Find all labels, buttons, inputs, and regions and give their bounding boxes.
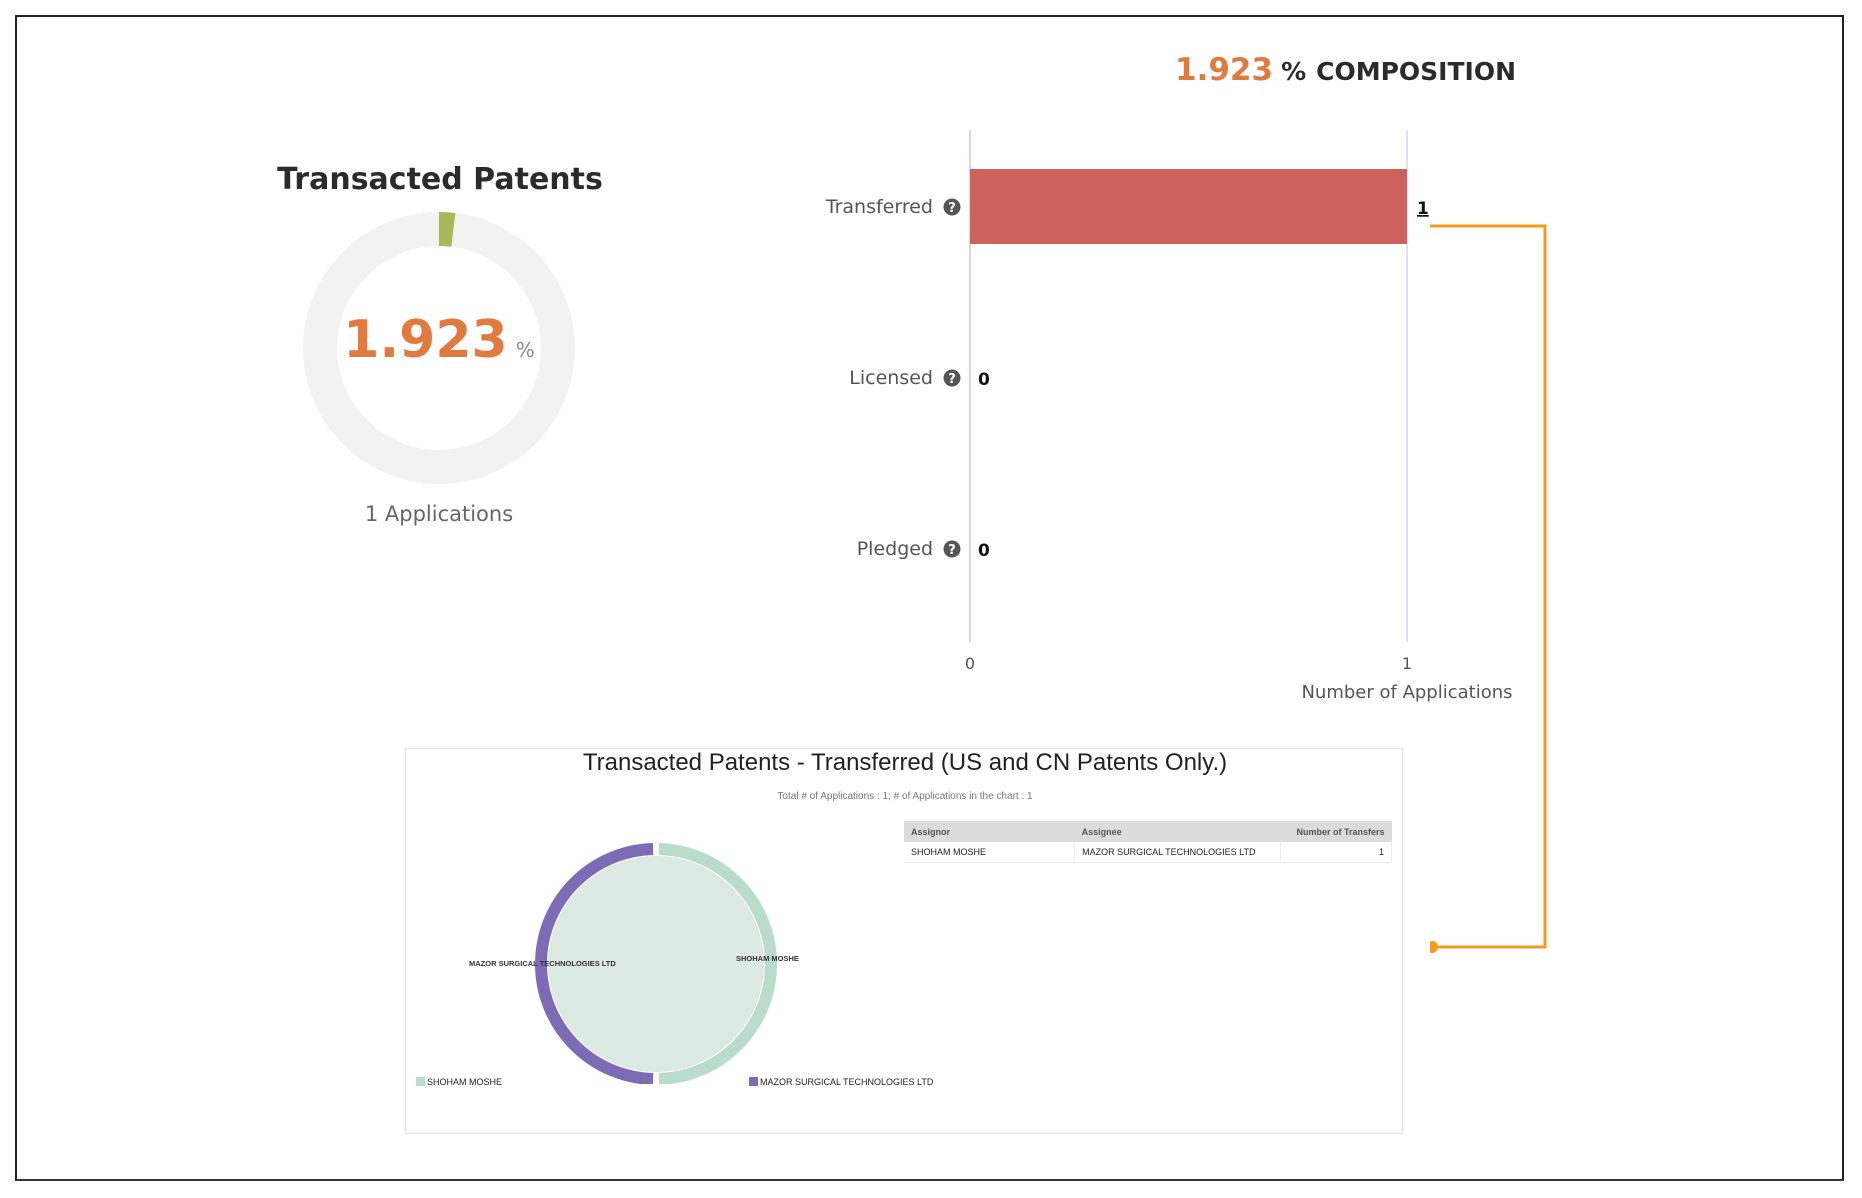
connector-end-dot xyxy=(1430,941,1438,953)
question-circle-icon[interactable]: ? xyxy=(943,369,961,388)
header-assignor[interactable]: Assignor xyxy=(904,821,1075,842)
header-number-of-transfers[interactable]: Number of Transfers xyxy=(1280,821,1392,842)
donut-value-arc xyxy=(438,212,456,247)
donut-applications-label: 1 Applications xyxy=(364,502,514,526)
category-label-pledged: Pledged xyxy=(857,538,933,560)
panel-subtitle: Total # of Applications : 1; # of Applic… xyxy=(777,791,1033,802)
donut-percent: 1.923 xyxy=(343,310,508,370)
legend-item[interactable]: SHOHAM MOSHE xyxy=(416,1077,502,1087)
cell-assignee: MAZOR SURGICAL TECHNOLOGIES LTD xyxy=(1074,842,1281,863)
legend-swatch xyxy=(416,1077,425,1086)
panel-title: Transacted Patents - Transferred (US and… xyxy=(582,749,1228,776)
svg-text:?: ? xyxy=(948,372,956,387)
legend-label: SHOHAM MOSHE xyxy=(427,1077,503,1087)
transfer-chord-chart: SHOHAM MOSHE MAZOR SURGICAL TECHNOLOGIES … xyxy=(469,843,799,1084)
pie-label: SHOHAM MOSHE xyxy=(736,954,799,963)
donut-title: Transacted Patents xyxy=(277,162,603,197)
bar-transferred[interactable] xyxy=(970,169,1407,244)
composition-bar-chart: 0 1 Number of Applications Transferred? 1 Lic… xyxy=(825,130,1513,703)
pie-slice[interactable] xyxy=(535,843,654,1084)
composition-header: 1.923% COMPOSITION xyxy=(1175,52,1516,88)
legend-item[interactable]: MAZOR SURGICAL TECHNOLOGIES LTD xyxy=(749,1077,933,1087)
figure-frame xyxy=(15,15,1844,1181)
question-circle-icon[interactable]: ? xyxy=(943,540,961,559)
cell-number-of-transfers: 1 xyxy=(1280,842,1393,863)
table-header-row: Assignor Assignee Number of Transfers xyxy=(904,821,1392,842)
pie-label: MAZOR SURGICAL TECHNOLOGIES LTD xyxy=(469,959,616,968)
legend-swatch xyxy=(749,1077,758,1086)
legend-label: MAZOR SURGICAL TECHNOLOGIES LTD xyxy=(760,1077,934,1087)
x-axis-title: Number of Applications xyxy=(1301,682,1512,703)
x-tick-label: 0 xyxy=(965,654,975,673)
donut-center-value: 1.923% xyxy=(303,310,575,370)
header-assignee[interactable]: Assignee xyxy=(1074,821,1281,842)
data-label-transferred[interactable]: 1 xyxy=(1417,199,1429,219)
transferred-detail-panel: Transacted Patents - Transferred (US and… xyxy=(405,748,1403,1134)
data-label-pledged: 0 xyxy=(978,541,990,561)
cell-assignor: SHOHAM MOSHE xyxy=(904,842,1076,863)
composition-percent-sign: % xyxy=(1281,57,1307,86)
svg-text:?: ? xyxy=(948,543,956,558)
data-label-licensed: 0 xyxy=(978,370,990,390)
table-row[interactable]: SHOHAM MOSHE MAZOR SURGICAL TECHNOLOGIES… xyxy=(904,842,1393,863)
connector-path xyxy=(1430,224,1547,949)
donut-gauge xyxy=(303,212,575,484)
composition-percent: 1.923 xyxy=(1175,52,1274,88)
chord-ribbon[interactable] xyxy=(548,856,764,1072)
x-tick-label: 1 xyxy=(1402,654,1412,673)
category-label-licensed: Licensed xyxy=(849,367,933,389)
chart-legend: SHOHAM MOSHE MAZOR SURGICAL TECHNOLOGIES… xyxy=(416,1077,1016,1091)
composition-label: COMPOSITION xyxy=(1316,57,1517,86)
donut-percent-unit: % xyxy=(515,338,535,362)
connector-line xyxy=(1430,224,1547,953)
svg-text:?: ? xyxy=(948,201,956,216)
question-circle-icon[interactable]: ? xyxy=(943,198,961,217)
pie-slice[interactable] xyxy=(658,843,777,1084)
category-label-transferred: Transferred xyxy=(825,196,933,218)
transfers-table: Assignor Assignee Number of Transfers SH… xyxy=(904,821,1393,863)
